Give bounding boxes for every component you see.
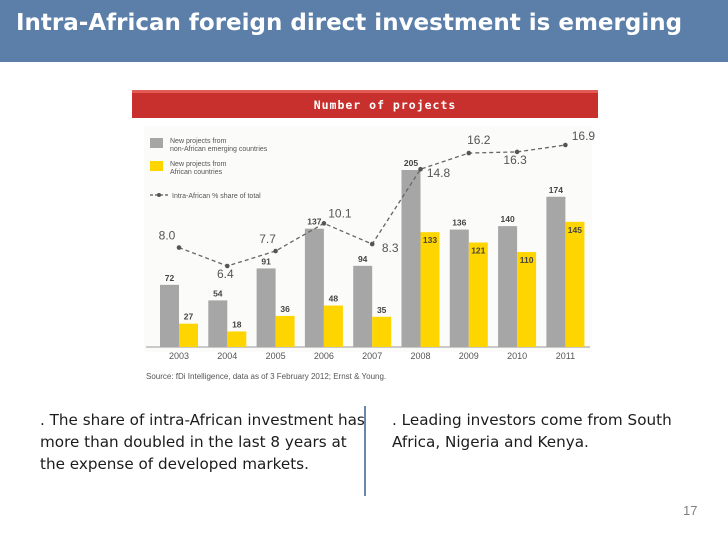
chart: Number of projects 72 27 2003 54 18 2004 91 36 20…: [132, 90, 598, 381]
bar-label-gray: 174: [549, 185, 563, 195]
bar-label-gray: 137: [307, 217, 321, 227]
x-tick-label: 2005: [266, 351, 286, 361]
bar-label-yellow: 145: [568, 225, 582, 235]
column-divider: [364, 406, 366, 496]
bar-yellow: [372, 316, 392, 347]
page-number: 17: [683, 503, 698, 518]
legend-swatch-gray: [150, 138, 163, 148]
bar-label-yellow: 121: [471, 246, 485, 256]
bar-label-gray: 54: [213, 288, 223, 298]
title-bar: [0, 0, 728, 62]
share-point: [466, 150, 472, 156]
bar-gray: [449, 229, 469, 347]
bar-label-gray: 205: [404, 158, 418, 168]
x-tick-label: 2009: [459, 351, 479, 361]
share-label: 16.9: [572, 129, 596, 143]
bar-yellow: [468, 242, 488, 347]
bar-gray: [304, 228, 324, 347]
bar-label-gray: 91: [261, 256, 271, 266]
share-label: 16.2: [467, 133, 491, 147]
bar-yellow: [517, 252, 537, 347]
bar-yellow: [565, 221, 585, 347]
share-point: [225, 263, 230, 269]
bar-gray: [546, 196, 566, 347]
bar-yellow: [179, 323, 198, 347]
bar-gray: [208, 300, 228, 347]
bar-yellow: [227, 331, 247, 347]
bar-label-gray: 140: [501, 214, 515, 224]
bar-label-gray: 72: [165, 273, 175, 283]
chart-source: Source: fDi Intelligence, data as of 3 F…: [146, 372, 386, 381]
legend-label-yellow-2: African countries: [170, 169, 223, 176]
bar-label-yellow: 110: [520, 255, 534, 265]
left-bullet-text: . The share of intra-African investment …: [40, 411, 365, 473]
share-label: 8.3: [382, 241, 399, 255]
x-tick-label: 2004: [217, 351, 237, 361]
bar-gray: [353, 265, 373, 347]
share-point: [514, 149, 520, 155]
bar-gray: [498, 226, 518, 347]
legend-label-line: Intra-African % share of total: [172, 193, 261, 200]
right-bullet-text: . Leading investors come from South Afri…: [392, 411, 672, 451]
chart-title: Number of projects: [314, 98, 457, 112]
x-tick-label: 2003: [169, 351, 189, 361]
bar-gray: [256, 268, 276, 347]
bar-label-gray: 136: [452, 218, 466, 228]
share-label: 10.1: [328, 206, 352, 220]
share-point: [563, 142, 568, 148]
chart-header-band: [132, 90, 598, 118]
bar-label-gray: 94: [358, 254, 368, 264]
slide-title: Intra-African foreign direct investment …: [16, 10, 683, 36]
share-point: [176, 245, 182, 250]
share-label: 16.3: [503, 153, 527, 167]
share-label: 14.8: [427, 166, 451, 180]
bar-label-yellow: 48: [329, 294, 339, 304]
bar-label-yellow: 133: [423, 235, 437, 245]
bar-label-yellow: 27: [184, 312, 194, 322]
legend-swatch-yellow: [150, 161, 163, 171]
bar-gray: [160, 284, 179, 347]
bar-label-yellow: 36: [280, 304, 290, 314]
chart-header-highlight: [132, 90, 598, 93]
share-point: [369, 241, 375, 247]
bar-yellow: [420, 232, 440, 347]
legend-label-gray-1: New projects from: [170, 138, 227, 145]
bar-yellow: [323, 305, 343, 347]
legend-label-yellow-1: New projects from: [170, 161, 227, 168]
share-point: [321, 221, 327, 226]
x-tick-label: 2007: [362, 351, 382, 361]
share-label: 7.7: [259, 232, 276, 246]
bar-gray: [401, 170, 421, 347]
bar-label-yellow: 35: [377, 305, 387, 315]
legend-label-gray-2: non-African emerging countries: [170, 146, 268, 153]
bar-yellow: [275, 315, 295, 347]
share-point: [273, 248, 278, 254]
x-tick-label: 2011: [556, 351, 575, 361]
x-tick-label: 2006: [314, 351, 334, 361]
share-label: 6.4: [217, 267, 234, 281]
share-label: 8.0: [159, 229, 176, 243]
x-tick-label: 2010: [507, 351, 527, 361]
x-tick-label: 2008: [410, 351, 430, 361]
share-point: [418, 166, 423, 172]
bar-label-yellow: 18: [232, 319, 242, 329]
legend-line-dot: [157, 193, 161, 197]
